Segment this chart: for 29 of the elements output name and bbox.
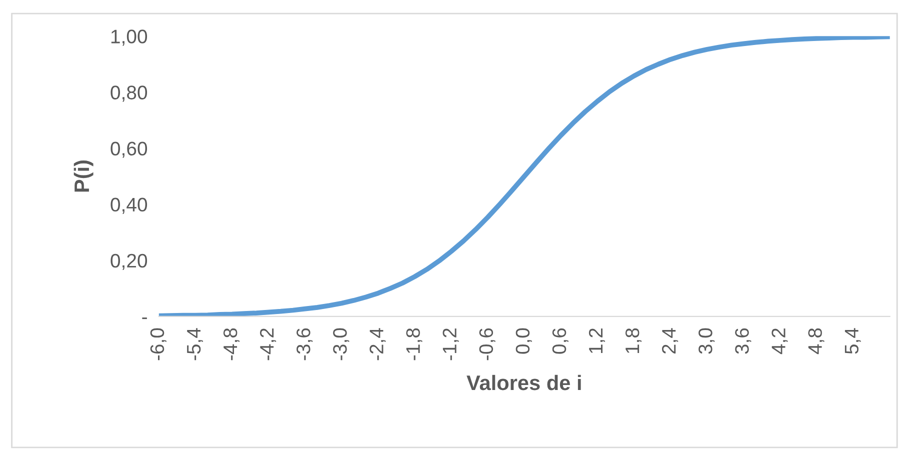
x-tick-label: 2,4 (662, 328, 678, 354)
line-series (158, 36, 890, 316)
x-tick-label: 3,6 (735, 328, 752, 354)
y-axis-title: P(i) (74, 160, 94, 192)
x-tick-label: 0,0 (516, 328, 532, 354)
y-tick-label: 0,40 (110, 198, 148, 214)
x-tick-label: -4,2 (260, 328, 276, 360)
x-tick-label: -3,6 (296, 328, 313, 360)
y-tick-label: 0,60 (110, 142, 148, 158)
x-tick-label: 3,0 (698, 328, 715, 354)
x-axis-title: Valores de i (466, 374, 581, 390)
x-tick-label: -2,4 (370, 328, 386, 360)
x-tick-label: -3,0 (333, 328, 350, 360)
x-tick-label: 4,2 (772, 328, 788, 354)
x-tick-label: -4,8 (223, 328, 240, 360)
x-tick-label: -6,0 (150, 328, 166, 360)
x-tick-label: -1,8 (406, 328, 422, 360)
x-tick-label: 4,8 (808, 328, 824, 354)
x-tick-label: 5,4 (844, 328, 861, 354)
x-tick-label: -5,4 (187, 328, 203, 360)
y-tick-label: 0,80 (110, 86, 148, 102)
x-tick-label: -0,6 (479, 328, 496, 360)
x-tick-label: -1,2 (442, 328, 459, 360)
y-tick-label: 1,00 (111, 30, 148, 46)
y-tick-label: 0,20 (110, 254, 148, 270)
x-tick-label: 0,6 (552, 328, 568, 354)
y-tick-label: - (142, 318, 147, 320)
x-tick-label: 1,2 (588, 328, 605, 354)
x-tick-label: 1,8 (625, 328, 642, 354)
